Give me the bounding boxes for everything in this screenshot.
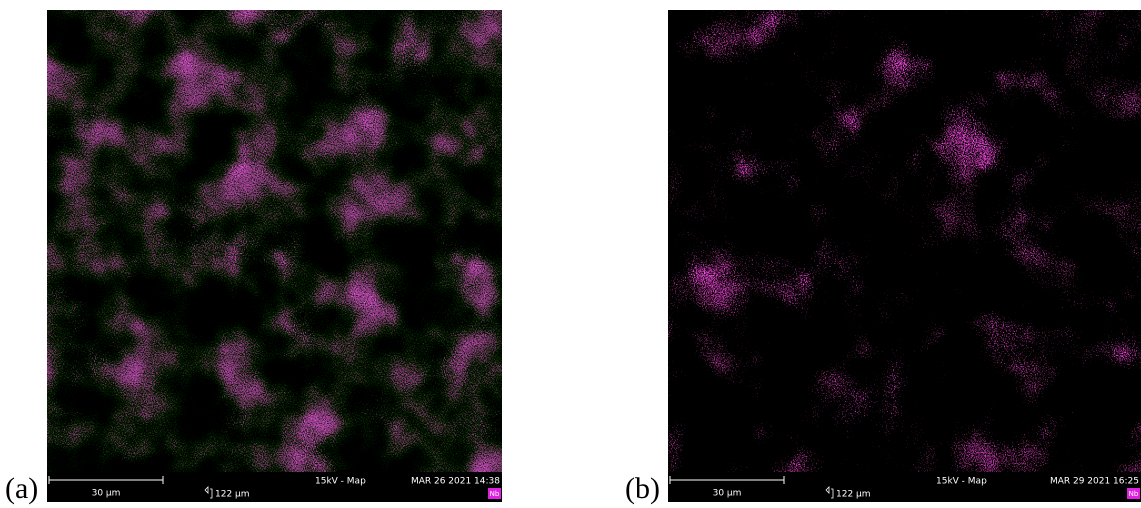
eds-panel: (b) 30 μm 122 μm 15kV - Map MAR 29 2021 16:2… — [625, 10, 1141, 505]
element-map — [668, 10, 1141, 472]
scale-label: 30 μm — [713, 489, 742, 499]
panel-label: (b) — [625, 472, 660, 505]
panel-label: (a) — [5, 472, 38, 505]
eds-panel: (a) 30 μm 122 μm 15kV - Map MAR 26 2021 14:3… — [5, 10, 502, 505]
acquisition-mode: 15kV - Map — [936, 477, 987, 487]
acquisition-mode: 15kV - Map — [315, 477, 366, 487]
figure: (a) 30 μm 122 μm 15kV - Map MAR 26 2021 14:3… — [0, 0, 1141, 508]
page: {"panels": [ {"label": "(a)", "scale_bar… — [0, 0, 1141, 508]
field-width: 122 μm — [215, 490, 250, 500]
scale-label: 30 μm — [92, 489, 121, 499]
element-map — [47, 10, 502, 472]
acquisition-date: MAR 29 2021 16:25 — [1050, 477, 1139, 487]
field-width: 122 μm — [836, 490, 871, 500]
element-name: Nb — [1129, 490, 1139, 498]
element-name: Nb — [490, 490, 500, 498]
acquisition-date: MAR 26 2021 14:38 — [411, 477, 500, 487]
